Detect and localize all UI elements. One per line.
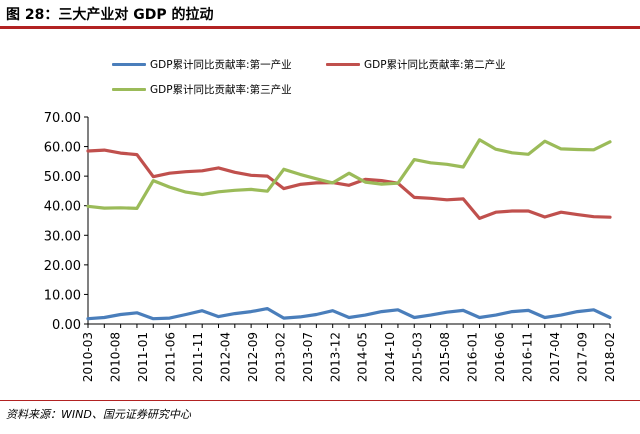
title-underline bbox=[0, 26, 640, 29]
x-tick-label: 2016-06 bbox=[493, 332, 507, 382]
x-tick-label: 2017-09 bbox=[576, 332, 590, 382]
x-tick-label: 2011-11 bbox=[191, 332, 205, 382]
x-tick-label: 2010-03 bbox=[81, 332, 95, 382]
legend-swatch-tertiary bbox=[112, 88, 146, 91]
legend-label-primary: GDP累计同比贡献率:第一产业 bbox=[150, 59, 292, 71]
y-tick-label: 70.00 bbox=[44, 111, 81, 126]
y-tick-label: 40.00 bbox=[44, 200, 81, 215]
y-tick-label: 0.00 bbox=[52, 318, 81, 333]
x-tick-label: 2011-06 bbox=[163, 332, 177, 382]
x-tick-label: 2017-04 bbox=[548, 332, 562, 382]
x-tick-label: 2013-02 bbox=[273, 332, 287, 382]
legend-item-tertiary: GDP累计同比贡献率:第三产业 bbox=[112, 82, 292, 97]
x-tick-label: 2015-03 bbox=[411, 332, 425, 382]
legend-swatch-primary bbox=[112, 63, 146, 66]
series-line-tertiary bbox=[86, 138, 612, 210]
figure-title: 图 28：三大产业对 GDP 的拉动 bbox=[6, 7, 214, 23]
x-tick-label: 2014-10 bbox=[383, 332, 397, 382]
x-tick-label: 2016-01 bbox=[466, 332, 480, 382]
legend-label-tertiary: GDP累计同比贡献率:第三产业 bbox=[150, 84, 292, 96]
y-tick-label: 10.00 bbox=[44, 288, 81, 303]
x-tick-label: 2010-08 bbox=[108, 332, 122, 382]
y-tick-label: 60.00 bbox=[44, 141, 81, 156]
line-chart: 0.00 10.00 20.00 30.00 40.00 50.00 60.00 70.00 2… bbox=[44, 111, 617, 382]
series-line-primary bbox=[86, 307, 612, 321]
x-tick-label: 2013-12 bbox=[328, 332, 342, 382]
legend-swatch-secondary bbox=[326, 63, 360, 66]
x-tick-label: 2018-02 bbox=[603, 332, 617, 382]
x-tick-label: 2015-08 bbox=[438, 332, 452, 382]
legend-label-secondary: GDP累计同比贡献率:第二产业 bbox=[364, 59, 506, 71]
series-line-secondary bbox=[86, 148, 612, 220]
y-tick-label: 50.00 bbox=[44, 170, 81, 185]
x-tick-label: 2011-01 bbox=[136, 332, 150, 382]
legend-item-secondary: GDP累计同比贡献率:第二产业 bbox=[326, 57, 506, 72]
source-note: 资料来源：WIND、国元证券研究中心 bbox=[6, 408, 191, 421]
legend-item-primary: GDP累计同比贡献率:第一产业 bbox=[112, 57, 292, 72]
x-tick-label: 2016-11 bbox=[521, 332, 535, 382]
y-tick-label: 20.00 bbox=[44, 259, 81, 274]
y-tick-label: 30.00 bbox=[44, 229, 81, 244]
x-tick-label: 2013-07 bbox=[301, 332, 315, 382]
x-tick-label: 2014-05 bbox=[356, 332, 370, 382]
x-tick-label: 2012-09 bbox=[246, 332, 260, 382]
x-tick-label: 2012-04 bbox=[218, 332, 232, 382]
footer-rule bbox=[0, 400, 640, 401]
